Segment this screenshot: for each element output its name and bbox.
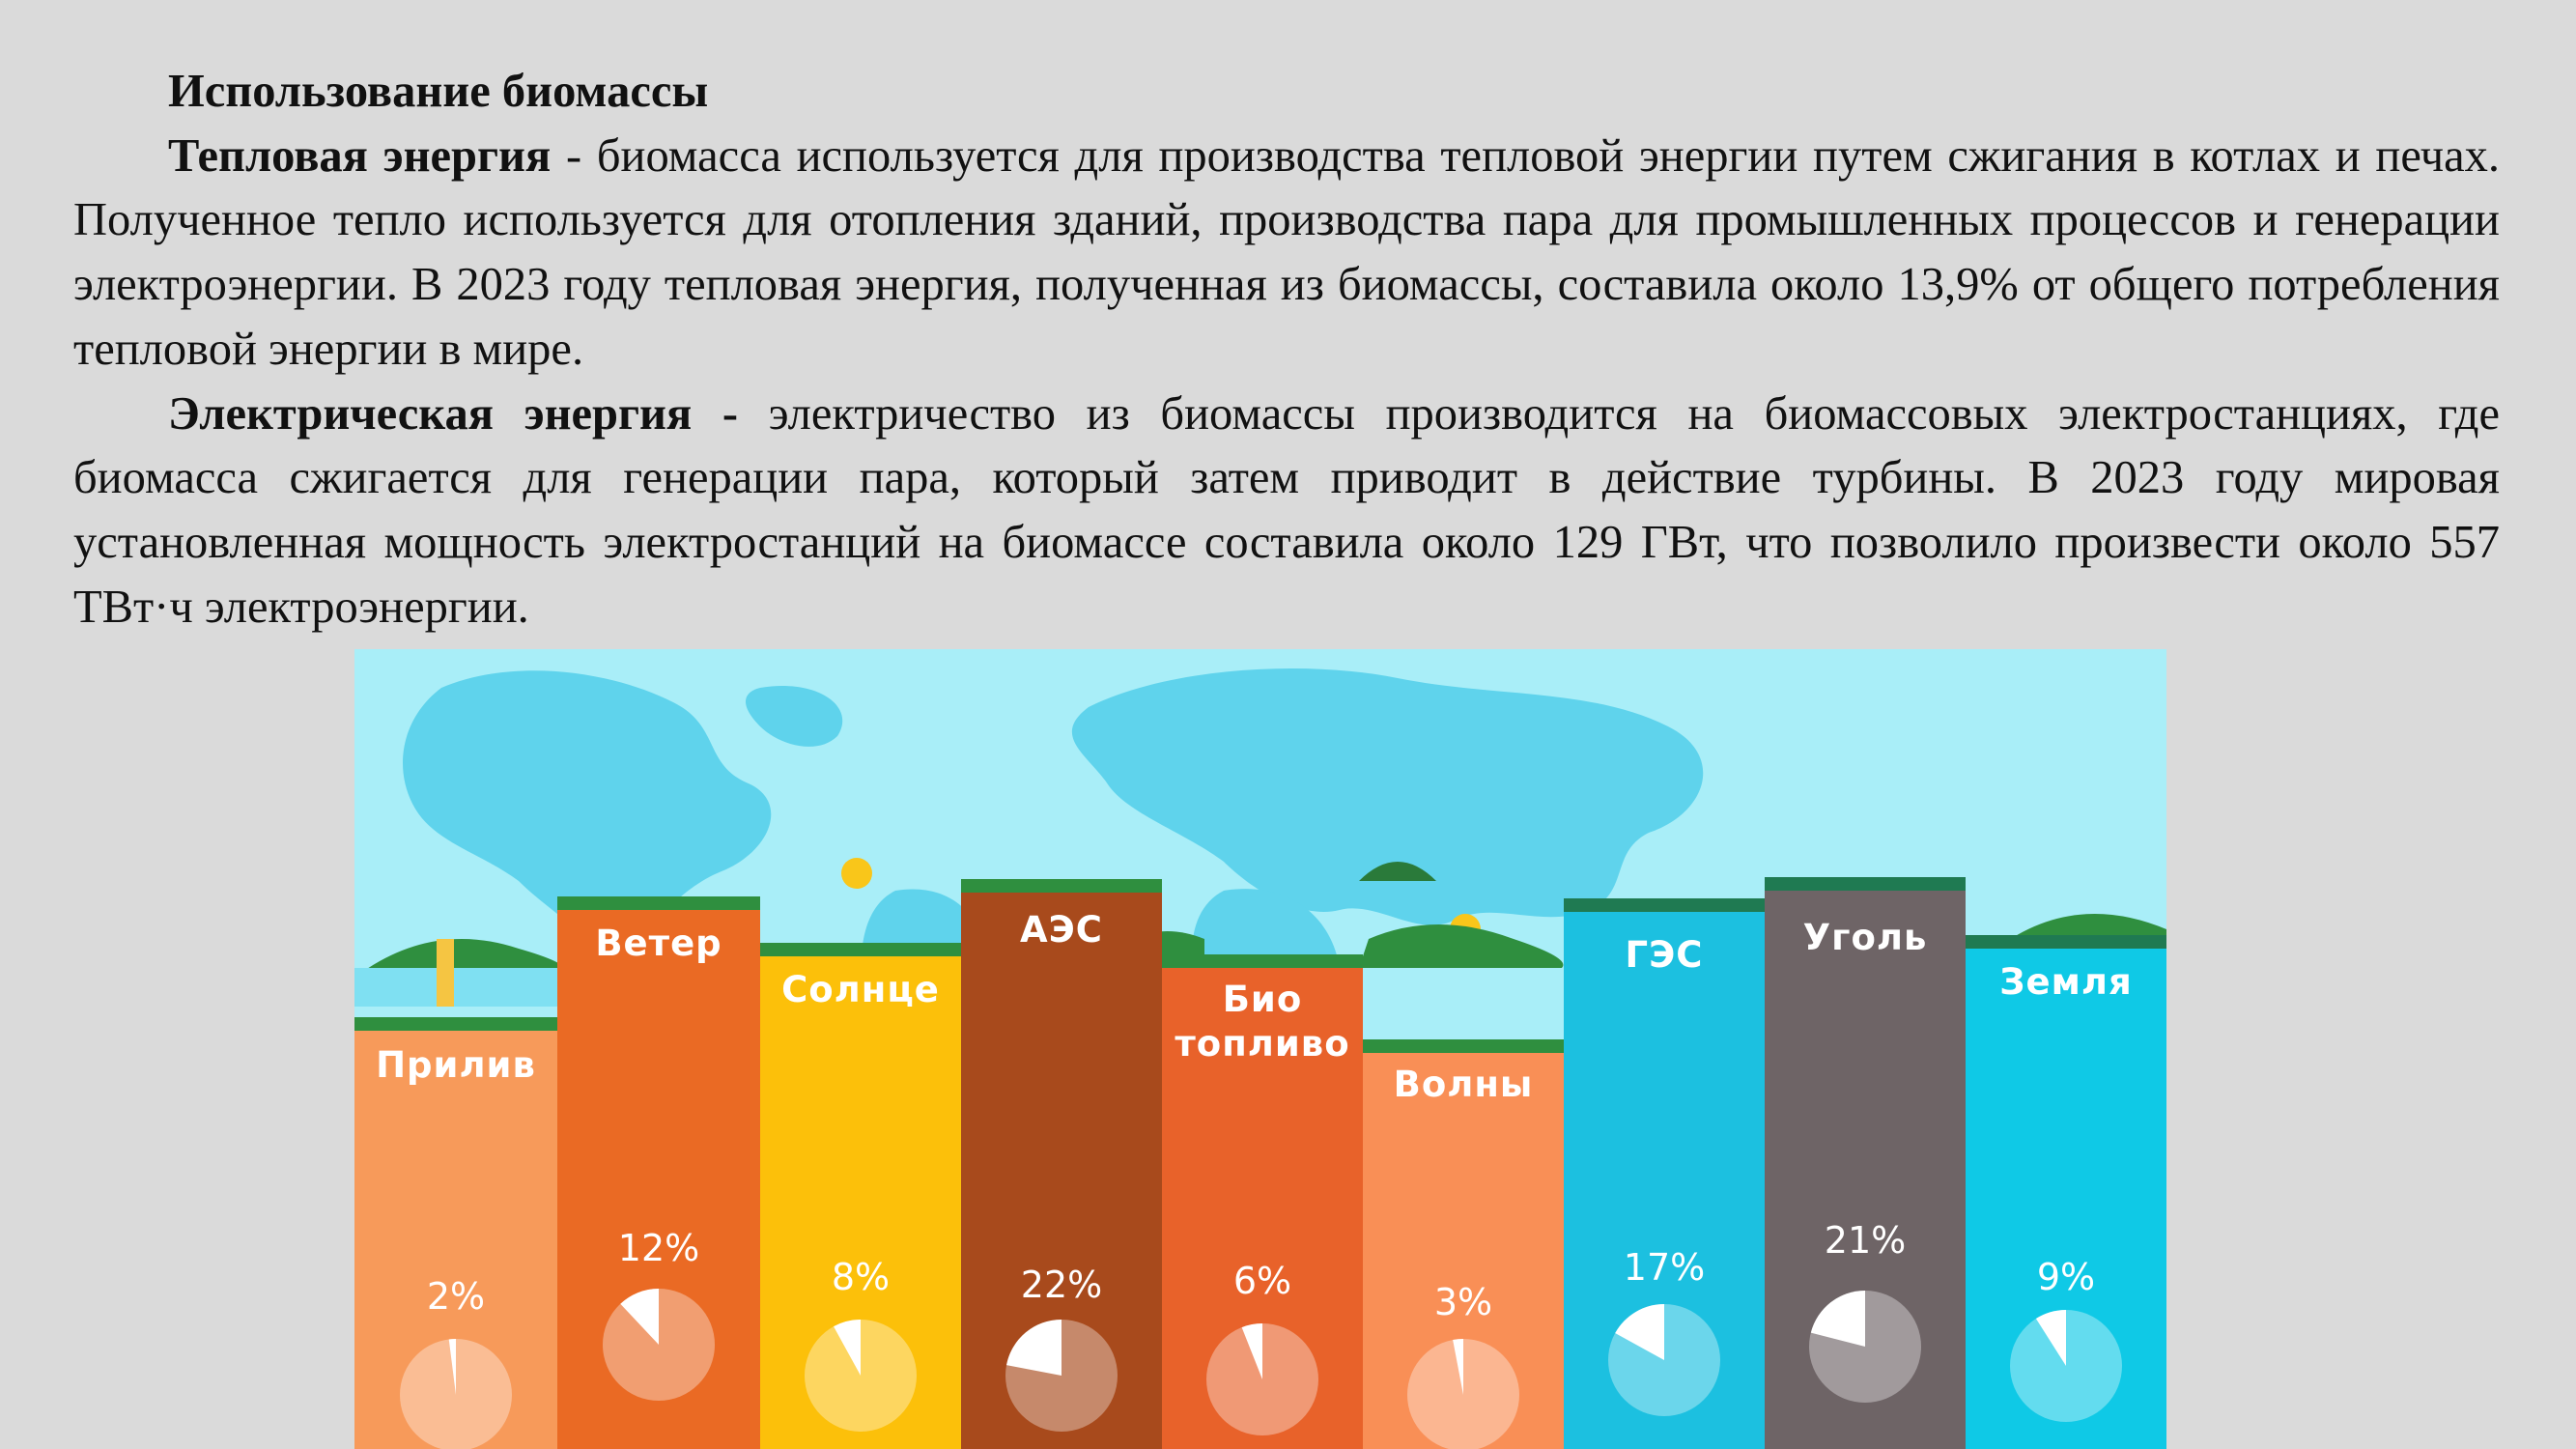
document-title: Использование биомассы xyxy=(168,66,709,117)
column-label-solar: Солнце xyxy=(781,969,940,1010)
pie-slice-waves xyxy=(1453,1339,1463,1395)
energy-sources-infographic: Прилив Ветер Солнце АЭС Био топливо Волн… xyxy=(354,649,2166,1449)
pie-slice-hydro xyxy=(1615,1304,1664,1360)
column-label-geothermal: Земля xyxy=(1999,961,2133,1003)
column-label-waves: Волны xyxy=(1393,1064,1534,1105)
percent-coal: 21% xyxy=(1824,1219,1907,1262)
pie-slice-wind xyxy=(620,1289,659,1345)
percent-solar: 8% xyxy=(831,1256,891,1298)
percent-nuclear: 22% xyxy=(1020,1264,1103,1306)
column-label-tidal: Прилив xyxy=(376,1044,536,1086)
document-body: Использование биомассы Тепловая энергия … xyxy=(73,60,2500,639)
column-cap-solar xyxy=(760,943,961,960)
column-label-wind: Ветер xyxy=(595,923,722,964)
column-label-biofuel-line2: топливо xyxy=(1175,1023,1350,1065)
columns-layer xyxy=(354,877,2166,1449)
column-cap-coal xyxy=(1765,877,1966,895)
pie-slice-biofuel xyxy=(1241,1323,1262,1379)
column-label-coal: Уголь xyxy=(1802,917,1928,958)
column-cap-hydro xyxy=(1564,898,1765,916)
column-label-biofuel: Био топливо xyxy=(1162,978,1363,1066)
column-cap-biofuel xyxy=(1162,954,1363,972)
column-label-hydro: ГЭС xyxy=(1625,934,1704,976)
term-electric: Электрическая энергия - xyxy=(168,387,739,440)
column-cap-waves xyxy=(1363,1039,1564,1057)
pie-slice-nuclear xyxy=(1006,1320,1062,1376)
paragraph-electric: Электрическая энергия - электричество из… xyxy=(73,383,2500,640)
percent-waves: 3% xyxy=(1433,1281,1493,1323)
column-cap-geothermal xyxy=(1966,935,2166,952)
percent-wind: 12% xyxy=(617,1227,700,1269)
column-cap-wind xyxy=(557,896,760,914)
column-cap-tidal xyxy=(354,1017,557,1035)
paragraph-thermal-text: - биомасса используется для производства… xyxy=(73,129,2500,375)
percent-biofuel: 6% xyxy=(1232,1260,1292,1302)
term-thermal: Тепловая энергия xyxy=(168,129,552,182)
pies-layer xyxy=(400,1289,2122,1449)
column-label-nuclear: АЭС xyxy=(1020,909,1103,951)
pie-slice-tidal xyxy=(448,1339,456,1395)
percent-tidal: 2% xyxy=(426,1275,486,1318)
column-cap-nuclear xyxy=(961,879,1162,896)
percent-geothermal: 9% xyxy=(2036,1256,2096,1298)
paragraph-electric-text: электричество из биомассы производится н… xyxy=(73,387,2500,633)
infographic-artwork xyxy=(354,668,2166,1449)
paragraph-thermal: Тепловая энергия - биомасса используется… xyxy=(73,125,2500,383)
pie-slice-geothermal xyxy=(2035,1310,2066,1366)
pie-slice-coal xyxy=(1810,1291,1865,1347)
column-label-biofuel-line1: Био xyxy=(1222,979,1303,1020)
percent-hydro: 17% xyxy=(1623,1246,1706,1289)
pie-slice-solar xyxy=(834,1320,861,1376)
